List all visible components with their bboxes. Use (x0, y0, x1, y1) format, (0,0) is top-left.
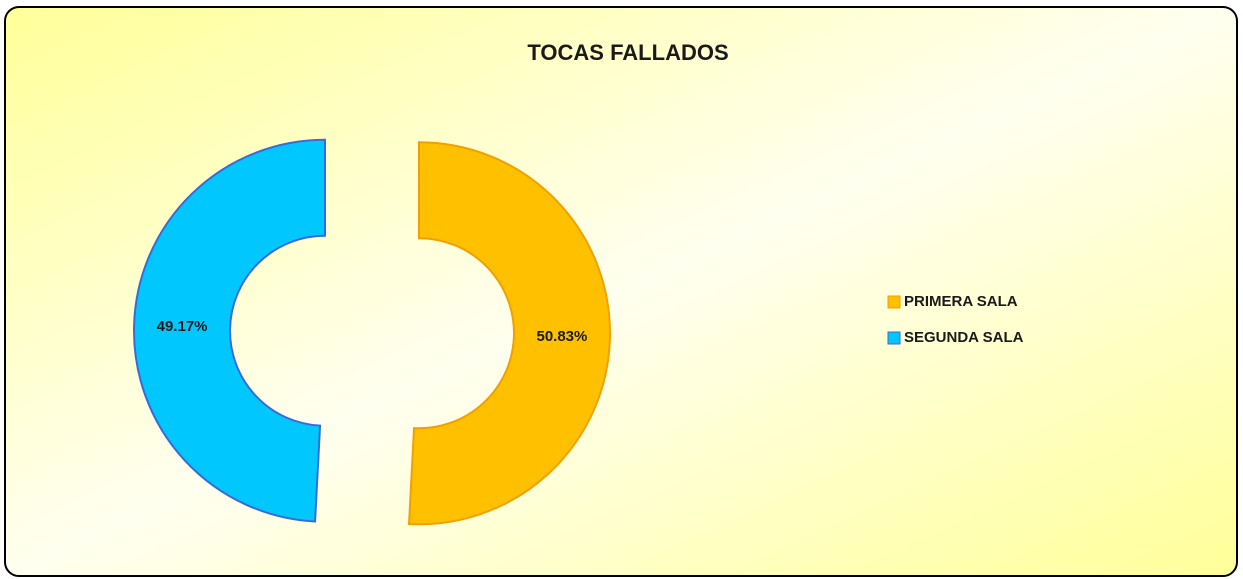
legend-label: SEGUNDA SALA (904, 329, 1024, 346)
value-label: 50.83% (536, 328, 587, 345)
value-label: 49.17% (157, 318, 208, 335)
legend-key (887, 295, 901, 309)
legend-key (887, 331, 901, 345)
chart-title: TOCAS FALLADOS (527, 40, 728, 65)
donut-slice (407, 141, 611, 526)
legend-label: PRIMERA SALA (904, 293, 1018, 310)
donut-slice (133, 138, 327, 523)
